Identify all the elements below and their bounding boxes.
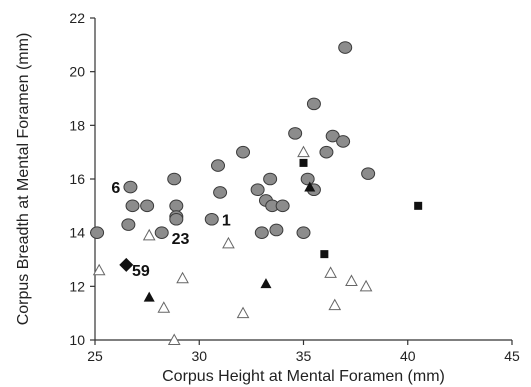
data-point: [299, 158, 308, 167]
data-point: [222, 236, 235, 249]
data-point: [297, 145, 310, 158]
series-triangle-open: [92, 145, 373, 345]
data-point: [320, 250, 329, 259]
data-point: [260, 278, 272, 289]
data-point: [236, 145, 251, 159]
data-point: [123, 180, 138, 194]
data-point: [140, 199, 155, 213]
data-point: [167, 333, 181, 345]
x-tick-label: 25: [87, 348, 103, 364]
x-tick-label: 35: [296, 348, 312, 364]
x-axis-title: Corpus Height at Mental Foramen (mm): [162, 368, 445, 385]
data-point: [325, 129, 340, 143]
series-square: [299, 158, 423, 259]
data-point: [275, 199, 290, 213]
y-axis-title: Corpus Breadth at Mental Foramen (mm): [15, 33, 32, 326]
data-point: [414, 201, 423, 210]
data-point: [324, 266, 337, 278]
data-point: [338, 41, 353, 54]
x-axis-ticks: 25 30 35 40 45: [87, 340, 520, 364]
data-point: [143, 291, 155, 302]
data-point: [263, 172, 278, 186]
data-point: [296, 226, 311, 239]
y-tick-label: 14: [69, 225, 85, 241]
data-point: [300, 172, 315, 186]
y-tick-label: 16: [69, 171, 85, 187]
y-tick-label: 18: [69, 117, 85, 133]
x-tick-label: 45: [504, 348, 520, 364]
data-point: [306, 97, 321, 111]
y-tick-label: 20: [69, 64, 85, 80]
point-annotation-label: 59: [132, 263, 150, 280]
data-point: [167, 172, 182, 186]
x-tick-label: 40: [400, 348, 416, 364]
data-point: [119, 257, 134, 272]
data-points: [90, 41, 423, 345]
data-point: [254, 226, 269, 239]
data-point: [336, 135, 351, 148]
data-point: [211, 159, 226, 172]
data-point: [328, 298, 342, 311]
series-diamond: [119, 257, 134, 272]
data-point: [121, 218, 136, 231]
point-annotation-label: 23: [172, 231, 190, 248]
series-circle: [90, 41, 376, 239]
data-point: [304, 181, 316, 192]
data-point: [157, 301, 171, 313]
data-point: [359, 279, 373, 292]
data-point: [169, 199, 184, 213]
data-point: [288, 127, 303, 140]
series-triangle-filled: [143, 181, 316, 302]
data-point: [213, 186, 228, 199]
y-tick-label: 10: [69, 332, 85, 348]
data-point: [250, 183, 265, 197]
point-annotation-label: 1: [222, 212, 231, 229]
data-point: [142, 228, 156, 241]
y-tick-label: 22: [69, 10, 85, 26]
y-axis-ticks: 10 12 14 16 18 20 22: [69, 10, 95, 348]
y-tick-label: 12: [69, 278, 85, 294]
data-point: [90, 226, 105, 239]
data-point: [345, 274, 358, 286]
data-point: [269, 223, 284, 237]
data-point: [92, 263, 106, 276]
data-point: [319, 145, 334, 159]
x-tick-label: 30: [191, 348, 207, 364]
data-point: [176, 271, 189, 284]
data-point: [204, 212, 219, 226]
data-point: [361, 167, 376, 180]
point-annotation-label: 6: [111, 180, 120, 197]
data-point: [154, 226, 169, 239]
point-annotations: 6 1 23 59: [111, 180, 231, 280]
data-point: [125, 199, 140, 213]
data-point: [169, 212, 184, 226]
data-point: [236, 306, 250, 319]
